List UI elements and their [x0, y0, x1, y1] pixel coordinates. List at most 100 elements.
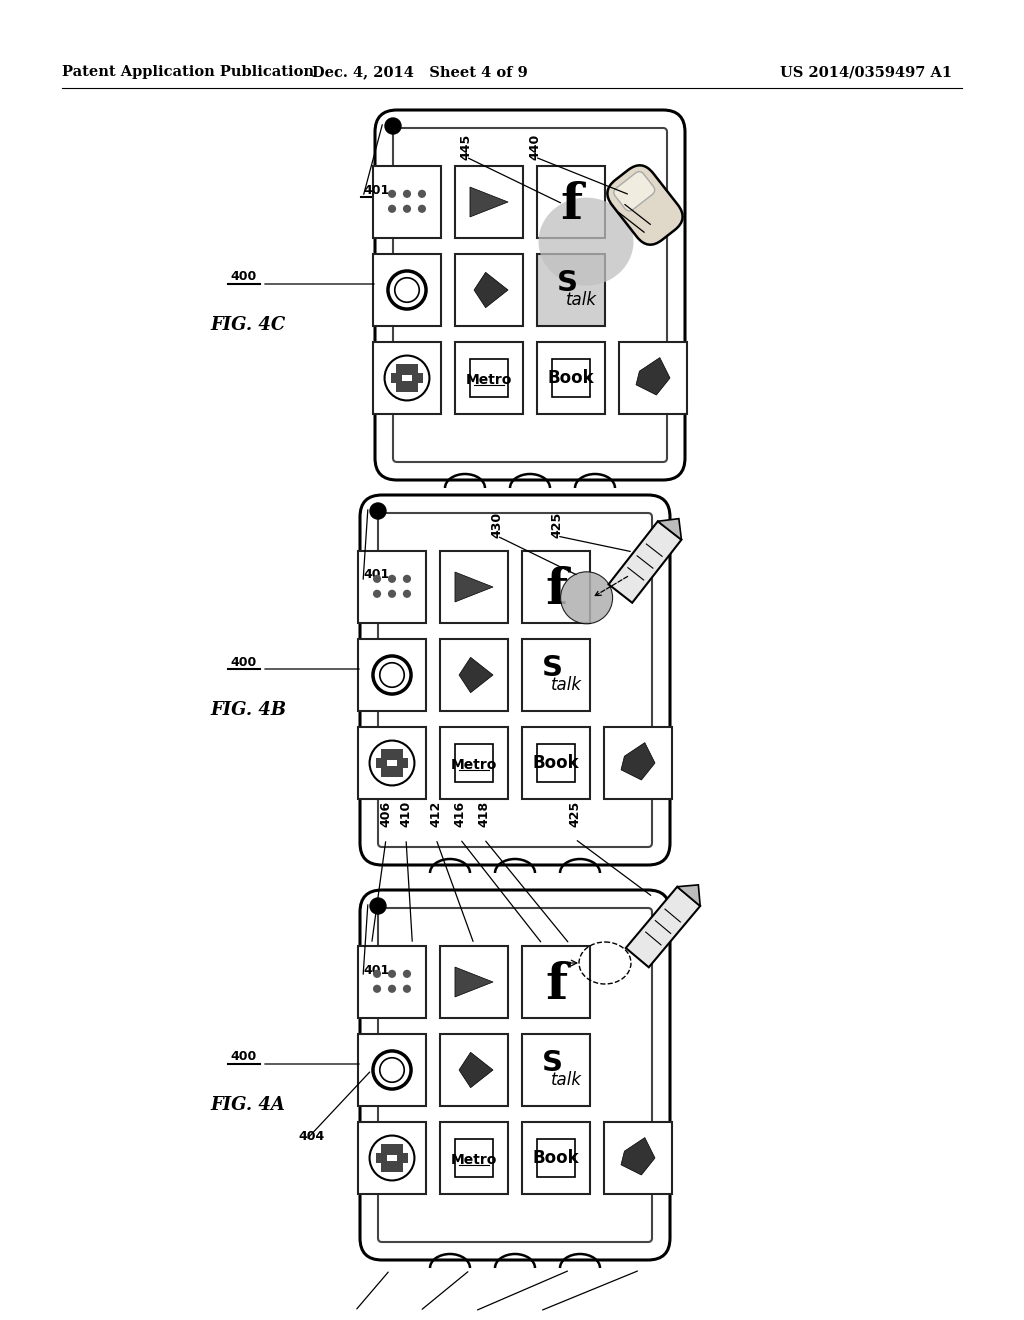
Bar: [358, 946, 426, 1018]
Text: FIG. 4A: FIG. 4A: [210, 1096, 285, 1114]
Text: FIG. 4C: FIG. 4C: [210, 315, 286, 334]
Circle shape: [418, 205, 426, 213]
Polygon shape: [407, 364, 418, 375]
Bar: [358, 727, 426, 799]
Polygon shape: [382, 1143, 392, 1155]
Text: Book: Book: [548, 370, 594, 387]
FancyBboxPatch shape: [360, 890, 670, 1261]
Text: 400: 400: [230, 1051, 256, 1064]
Bar: [522, 639, 590, 711]
Bar: [522, 727, 590, 799]
Circle shape: [385, 117, 401, 135]
Polygon shape: [396, 758, 408, 768]
Text: 406: 406: [380, 801, 392, 828]
Bar: [373, 342, 441, 414]
Text: Patent Application Publication: Patent Application Publication: [62, 65, 314, 79]
Bar: [604, 1122, 672, 1195]
Polygon shape: [621, 1138, 655, 1175]
Text: 418: 418: [477, 801, 490, 828]
Bar: [537, 253, 605, 326]
Bar: [537, 1139, 575, 1177]
Polygon shape: [608, 521, 681, 603]
Circle shape: [402, 574, 411, 583]
Circle shape: [402, 970, 411, 978]
Bar: [470, 359, 508, 397]
Bar: [373, 253, 441, 326]
Text: S: S: [542, 1049, 563, 1077]
Circle shape: [373, 574, 381, 583]
FancyBboxPatch shape: [613, 172, 654, 211]
Text: US 2014/0359497 A1: US 2014/0359497 A1: [780, 65, 952, 79]
FancyBboxPatch shape: [360, 495, 670, 865]
Polygon shape: [470, 187, 508, 216]
Circle shape: [373, 970, 381, 978]
Circle shape: [402, 190, 411, 198]
Text: 425: 425: [551, 512, 563, 539]
Bar: [440, 1034, 508, 1106]
Circle shape: [388, 970, 396, 978]
FancyBboxPatch shape: [607, 165, 683, 244]
Polygon shape: [626, 887, 700, 968]
Polygon shape: [474, 272, 508, 308]
Text: Book: Book: [532, 1148, 580, 1167]
Polygon shape: [636, 358, 670, 395]
Circle shape: [388, 985, 396, 993]
Bar: [440, 1122, 508, 1195]
Bar: [455, 253, 523, 326]
Text: 445: 445: [460, 133, 472, 160]
Text: 400: 400: [230, 656, 256, 668]
Bar: [455, 342, 523, 414]
Circle shape: [388, 574, 396, 583]
Bar: [440, 639, 508, 711]
Circle shape: [373, 985, 381, 993]
Polygon shape: [391, 1143, 402, 1155]
Bar: [618, 342, 687, 414]
Ellipse shape: [539, 198, 634, 285]
Circle shape: [370, 898, 386, 913]
Circle shape: [418, 190, 426, 198]
Polygon shape: [382, 1162, 392, 1172]
Bar: [373, 166, 441, 238]
Text: 404: 404: [298, 1130, 325, 1143]
Text: talk: talk: [565, 292, 597, 309]
Polygon shape: [396, 364, 408, 375]
Polygon shape: [382, 748, 392, 759]
Polygon shape: [391, 748, 402, 759]
FancyBboxPatch shape: [375, 110, 685, 480]
Text: talk: talk: [551, 676, 582, 694]
Bar: [522, 550, 590, 623]
Polygon shape: [391, 372, 402, 383]
Text: 430: 430: [490, 512, 504, 539]
Text: 416: 416: [454, 801, 467, 828]
Polygon shape: [455, 968, 493, 997]
Bar: [358, 639, 426, 711]
Bar: [440, 727, 508, 799]
Circle shape: [402, 205, 411, 213]
Text: Dec. 4, 2014   Sheet 4 of 9: Dec. 4, 2014 Sheet 4 of 9: [312, 65, 528, 79]
Bar: [358, 1034, 426, 1106]
Text: 400: 400: [230, 271, 256, 284]
Text: 425: 425: [568, 801, 582, 828]
Polygon shape: [391, 1162, 402, 1172]
Text: FIG. 4B: FIG. 4B: [210, 701, 286, 719]
Bar: [522, 1122, 590, 1195]
Circle shape: [560, 572, 612, 624]
Bar: [358, 1122, 426, 1195]
Polygon shape: [455, 572, 493, 602]
Text: Metro: Metro: [451, 758, 498, 772]
Polygon shape: [657, 519, 681, 540]
Text: talk: talk: [551, 1072, 582, 1089]
Bar: [552, 359, 590, 397]
Text: f: f: [545, 566, 567, 615]
FancyBboxPatch shape: [393, 128, 667, 462]
FancyBboxPatch shape: [378, 513, 652, 847]
Circle shape: [388, 205, 396, 213]
Polygon shape: [377, 758, 387, 768]
Bar: [604, 727, 672, 799]
Text: 401: 401: [362, 569, 389, 582]
Text: Metro: Metro: [466, 374, 512, 387]
Bar: [537, 744, 575, 781]
Bar: [522, 946, 590, 1018]
Polygon shape: [382, 767, 392, 777]
Circle shape: [388, 190, 396, 198]
